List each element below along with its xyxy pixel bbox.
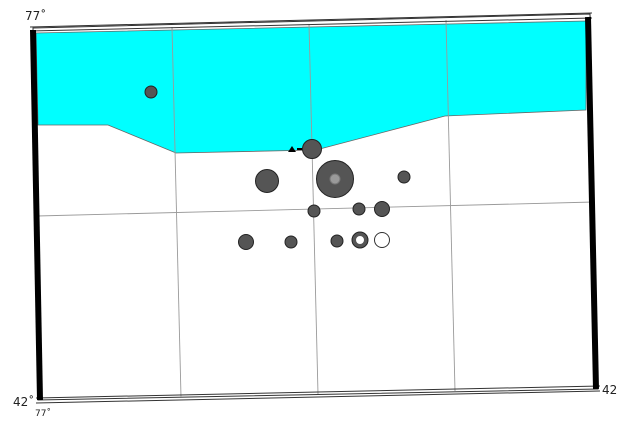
label-bottom-left-small: 77˚	[35, 409, 51, 419]
event-markers	[144, 85, 411, 250]
circle-icon	[238, 234, 254, 250]
circle-icon	[302, 139, 322, 159]
circle-icon	[144, 85, 158, 99]
circle-icon	[307, 204, 321, 218]
label-right-edge: 42	[602, 383, 618, 397]
circle-icon-core	[329, 173, 341, 185]
frame-right-edge	[585, 16, 599, 390]
circle-icon	[330, 234, 344, 248]
circle-icon	[397, 170, 411, 184]
circle-icon	[374, 201, 390, 217]
circle-icon-open	[374, 232, 390, 248]
frame-top-edge-inner	[29, 17, 593, 32]
frame-top-edge	[29, 12, 593, 28]
circle-icon-core	[355, 235, 365, 245]
circle-icon	[352, 202, 366, 216]
frame-bottom-edge	[35, 385, 601, 399]
triangle-icon	[288, 146, 296, 152]
map-frame-border	[29, 12, 601, 404]
frame-bottom-edge-inner	[35, 390, 601, 404]
circle-icon	[255, 169, 279, 193]
label-top-left: 77˚	[25, 9, 47, 23]
label-bottom-left: 42˚	[13, 395, 35, 409]
station-marker	[288, 146, 302, 152]
meridian-line	[171, 26, 182, 398]
circle-icon	[284, 235, 298, 249]
frame-left-edge	[30, 29, 43, 401]
station-label-mark	[297, 148, 302, 150]
